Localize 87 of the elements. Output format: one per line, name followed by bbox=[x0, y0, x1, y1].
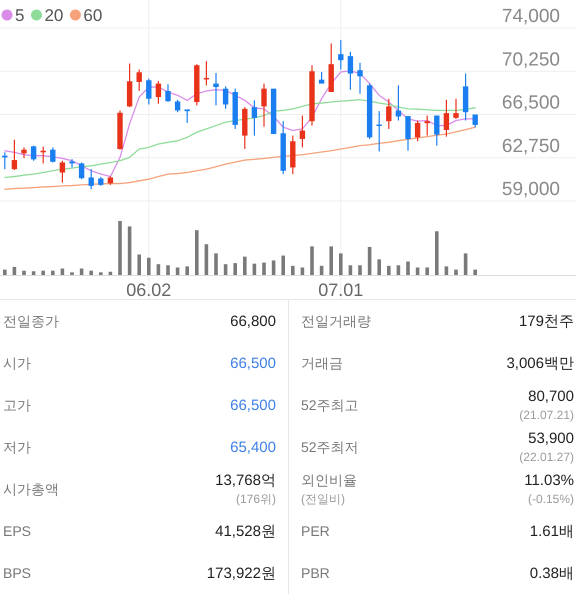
y-tick-label: 62,750 bbox=[502, 136, 560, 157]
bar bbox=[243, 256, 247, 275]
bar bbox=[300, 267, 304, 275]
text: 173,922원 bbox=[206, 565, 276, 582]
bar bbox=[41, 270, 45, 275]
text: 53,900 (22.01.27) bbox=[519, 430, 574, 464]
bar bbox=[185, 266, 189, 275]
bar bbox=[444, 266, 448, 275]
bar bbox=[291, 266, 295, 275]
bar bbox=[281, 256, 285, 275]
bar bbox=[406, 262, 410, 275]
text: 1.61배 bbox=[530, 523, 574, 540]
bar bbox=[473, 270, 477, 275]
text: 13,768억 (176위) bbox=[215, 472, 276, 506]
category-label: 52주최고 bbox=[301, 397, 359, 413]
bar bbox=[3, 270, 7, 275]
bar bbox=[51, 270, 55, 275]
bar bbox=[425, 267, 429, 275]
bar bbox=[464, 253, 468, 275]
bar bbox=[214, 253, 218, 275]
category-label: PBR bbox=[301, 565, 330, 581]
bar bbox=[224, 264, 228, 275]
bar bbox=[70, 272, 74, 275]
bar bbox=[387, 266, 391, 275]
bar bbox=[89, 270, 93, 275]
category-label: 시가 bbox=[3, 355, 31, 371]
bar bbox=[12, 266, 16, 275]
category-label: 52주최저 bbox=[301, 439, 359, 455]
bar bbox=[377, 259, 381, 275]
y-tick-label: 59,000 bbox=[502, 179, 560, 200]
text: 11.03% (-0.15%) bbox=[524, 472, 574, 506]
text: 179천주 bbox=[518, 313, 574, 330]
y-tick-label: 66,500 bbox=[502, 92, 560, 114]
bar bbox=[368, 246, 372, 275]
category-label: 고가 bbox=[3, 397, 31, 413]
bar bbox=[22, 270, 26, 275]
bar bbox=[128, 226, 132, 275]
legend-label: 20 bbox=[44, 6, 64, 25]
bar bbox=[262, 262, 266, 275]
bar bbox=[166, 265, 170, 275]
text: 66,800 bbox=[230, 313, 276, 330]
x-tick-label: 07.01 bbox=[318, 280, 364, 300]
bar bbox=[358, 265, 362, 275]
text: 80,700 (21.07.21) bbox=[519, 388, 574, 422]
category-label: 전일종가 bbox=[3, 313, 59, 329]
text: 41,528원 bbox=[215, 523, 276, 540]
bar bbox=[147, 258, 151, 275]
bar bbox=[60, 268, 64, 275]
bar bbox=[320, 266, 324, 275]
bar bbox=[195, 230, 199, 275]
text: 66,500 bbox=[230, 397, 276, 414]
x-tick-label: 06.02 bbox=[126, 280, 172, 300]
text: 3,006백만 bbox=[506, 355, 574, 372]
bar bbox=[137, 254, 141, 275]
bar bbox=[435, 231, 439, 275]
bar bbox=[348, 265, 352, 275]
bar bbox=[99, 272, 103, 275]
legend-label: 5 bbox=[15, 6, 24, 25]
category-label: 시가총액 bbox=[3, 481, 59, 497]
bar bbox=[80, 268, 84, 275]
bar bbox=[339, 253, 343, 275]
category-label: 외인비율 (전일비) bbox=[301, 472, 357, 506]
bar bbox=[204, 244, 208, 275]
bar bbox=[156, 264, 160, 275]
legend-label: 60 bbox=[83, 6, 102, 25]
category-label: 거래금 bbox=[301, 355, 343, 371]
y-tick-label: 70,250 bbox=[502, 49, 560, 70]
text: 66,500 bbox=[230, 355, 276, 372]
y-tick-label: 74,000 bbox=[502, 6, 560, 27]
bar bbox=[176, 267, 180, 275]
category-label: EPS bbox=[3, 523, 32, 539]
text: 0.38배 bbox=[530, 565, 574, 582]
category-label: 저가 bbox=[3, 439, 31, 455]
bar bbox=[396, 265, 400, 275]
bar bbox=[118, 221, 122, 275]
category-label: PER bbox=[301, 523, 330, 539]
category-label: BPS bbox=[3, 565, 32, 581]
bar bbox=[272, 260, 276, 275]
bar bbox=[233, 263, 237, 275]
text: 65,400 bbox=[230, 439, 276, 456]
bar bbox=[329, 246, 333, 275]
bar bbox=[454, 270, 458, 275]
bar bbox=[32, 271, 36, 275]
bar bbox=[310, 246, 314, 275]
category-label: 전일거래량 bbox=[301, 313, 371, 329]
bar bbox=[252, 264, 256, 275]
bar bbox=[416, 267, 420, 275]
